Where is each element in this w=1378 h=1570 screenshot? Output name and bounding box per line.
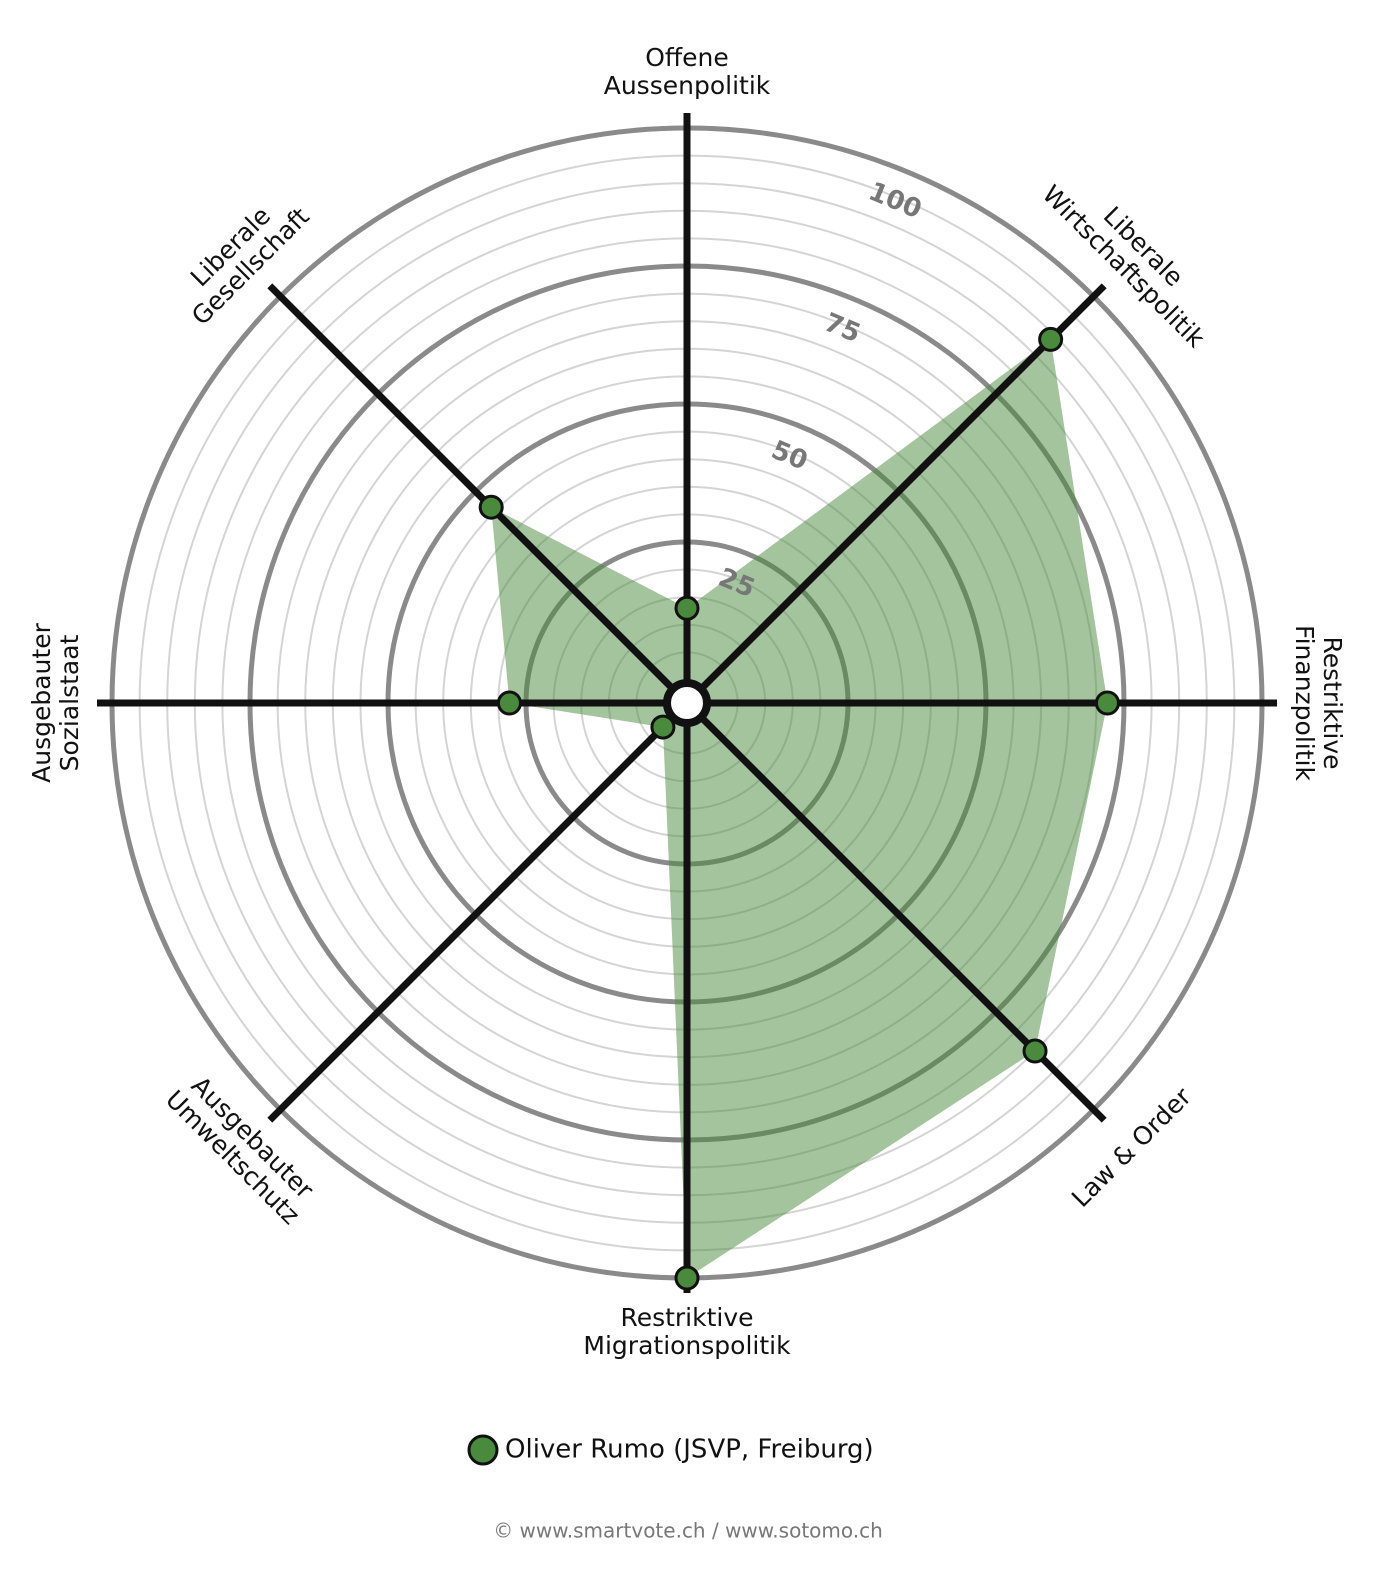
category-label: Restriktive Migrationspolitik	[583, 1303, 791, 1360]
axis-line	[267, 700, 690, 1123]
data-point	[1094, 690, 1120, 716]
legend-label: Oliver Rumo (JSVP, Freiburg)	[505, 1435, 874, 1465]
axis-line	[684, 283, 1107, 706]
center-hole	[663, 679, 711, 727]
category-label: Offene Aussenpolitik	[604, 43, 771, 100]
axis-line	[267, 283, 690, 706]
source: © www.smartvote.ch / www.sotomo.ch	[493, 1519, 883, 1543]
data-point	[1022, 1038, 1048, 1064]
area	[491, 339, 1108, 1278]
data-point	[674, 1265, 700, 1291]
tick-label: 50	[767, 435, 812, 477]
data-point	[674, 595, 700, 621]
data-point	[496, 690, 522, 716]
category-label: AusgebauterSozialstaat	[27, 622, 84, 782]
tick-label: 75	[820, 308, 865, 350]
category-label: RestriktiveFinanzpolitik	[1290, 625, 1347, 781]
data-point	[478, 494, 504, 520]
data-point	[650, 714, 676, 740]
legend-marker	[467, 1434, 499, 1466]
data-point	[1038, 326, 1064, 352]
